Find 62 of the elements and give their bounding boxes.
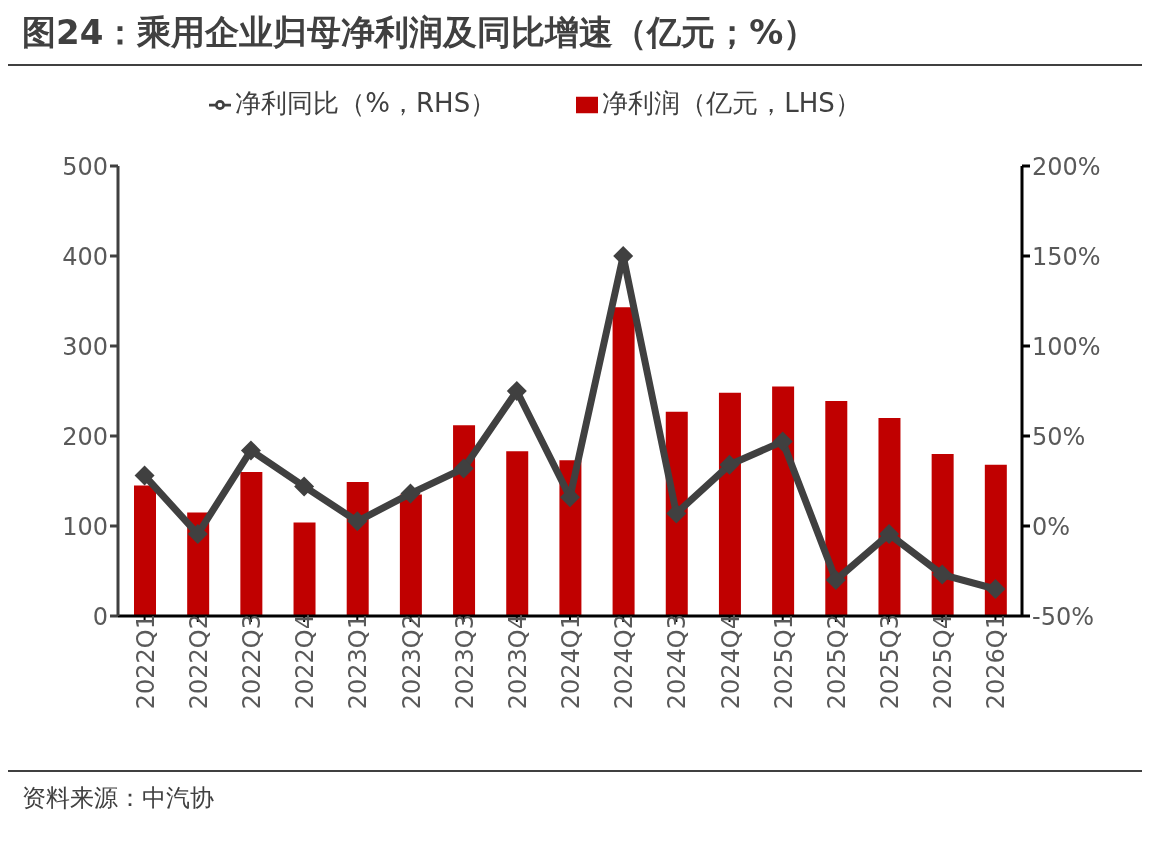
bar <box>240 472 263 616</box>
x-tick-label: 2022Q1 <box>131 614 160 710</box>
bar <box>399 494 422 616</box>
y-tick-label: 200 <box>62 422 108 451</box>
point <box>666 503 687 524</box>
y2-tick-label: -50% <box>1032 602 1095 631</box>
bar <box>134 485 156 616</box>
bar <box>878 418 901 616</box>
y2-tick-label: 200% <box>1032 152 1101 181</box>
x-tick-label: 2023Q2 <box>397 614 426 710</box>
bar <box>772 386 795 616</box>
bar <box>506 451 529 616</box>
point <box>347 511 368 532</box>
text: 资料来源：中汽协 <box>22 783 215 814</box>
bar <box>612 307 635 616</box>
legend-label: 净利润（亿元，LHS） <box>602 88 861 118</box>
point <box>400 483 421 504</box>
legend-label: 净利同比（%，RHS） <box>235 88 497 118</box>
y2-tick-label: 0% <box>1032 512 1071 541</box>
point <box>825 570 846 590</box>
x-tick-label: 2024Q3 <box>663 614 692 710</box>
x-tick-label: 2023Q3 <box>450 614 479 710</box>
x-tick-label: 2025Q2 <box>822 614 851 710</box>
bar <box>346 481 369 616</box>
point <box>294 476 315 497</box>
x-tick-label: 2024Q4 <box>716 614 745 710</box>
point <box>932 564 953 585</box>
point <box>453 458 474 479</box>
y-tick-label: 400 <box>62 242 108 271</box>
point <box>719 454 740 475</box>
bar <box>825 400 848 616</box>
chart-title: 图24：乘用企业归母净利润及同比增速（亿元；%） <box>8 8 1142 66</box>
point <box>879 524 900 545</box>
x-tick-label: 2026Q1 <box>982 614 1011 710</box>
y2-tick-label: 150% <box>1032 242 1101 271</box>
point <box>506 381 527 401</box>
x-tick-label: 2024Q1 <box>557 614 586 710</box>
x-tick-label: 2022Q4 <box>291 614 320 710</box>
x-tick-label: 2023Q4 <box>503 614 532 710</box>
point <box>772 431 793 452</box>
y-tick-label: 500 <box>62 152 108 181</box>
y2-tick-label: 50% <box>1032 422 1086 451</box>
y2-tick-label: 100% <box>1032 332 1101 361</box>
bar <box>293 522 316 616</box>
x-tick-label: 2025Q4 <box>929 614 958 710</box>
x-tick-label: 2023Q1 <box>344 614 373 710</box>
y-tick-label: 100 <box>62 512 108 541</box>
x-tick-label: 2022Q3 <box>237 614 266 710</box>
x-tick-label: 2024Q2 <box>610 614 639 710</box>
bar <box>453 425 476 616</box>
y-tick-label: 0 <box>92 602 108 631</box>
point <box>985 579 1006 599</box>
y-tick-label: 300 <box>62 332 108 361</box>
bar <box>984 464 1007 616</box>
point <box>187 524 208 545</box>
bar <box>718 392 741 616</box>
x-tick-label: 2022Q2 <box>184 614 213 710</box>
bar <box>931 454 954 616</box>
point <box>240 440 261 461</box>
point <box>134 465 155 486</box>
x-tick-label: 2025Q1 <box>769 614 798 710</box>
x-tick-label: 2025Q3 <box>876 614 905 710</box>
